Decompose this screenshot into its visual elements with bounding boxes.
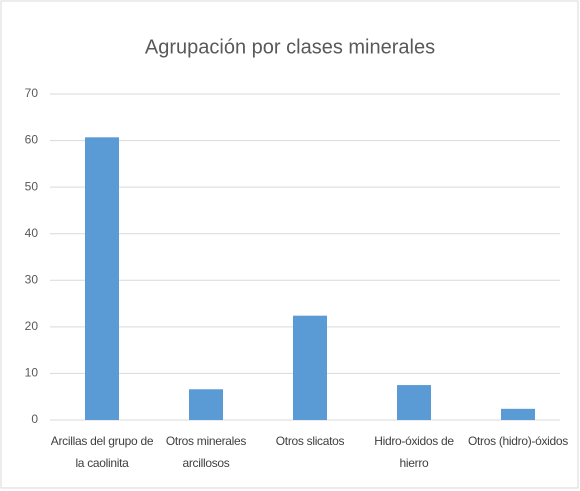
- x-tick-label: Otros slicatos: [275, 434, 345, 448]
- bar: [85, 137, 119, 420]
- y-tick-label: 50: [25, 179, 39, 193]
- x-tick-label: Otros minerales arcillosos: [165, 434, 247, 470]
- chart-title: Agrupación por clases minerales: [145, 36, 435, 58]
- bar: [397, 385, 431, 420]
- bar: [189, 389, 223, 420]
- y-tick-label: 70: [25, 86, 39, 100]
- y-tick-label: 60: [25, 133, 39, 147]
- x-tick-label: Hidro-óxidos de hierro: [374, 434, 454, 470]
- y-tick-label: 20: [25, 319, 39, 333]
- y-tick-label: 40: [25, 226, 39, 240]
- y-tick-label: 10: [25, 366, 39, 380]
- x-tick-label: Otros (hidro)-óxidos: [467, 434, 569, 448]
- x-tick-label: Arcillas del grupo de la caolinita: [50, 434, 154, 470]
- y-tick-label: 30: [25, 272, 39, 286]
- bar: [293, 315, 327, 420]
- bar: [501, 408, 535, 420]
- y-tick-label: 0: [31, 412, 38, 426]
